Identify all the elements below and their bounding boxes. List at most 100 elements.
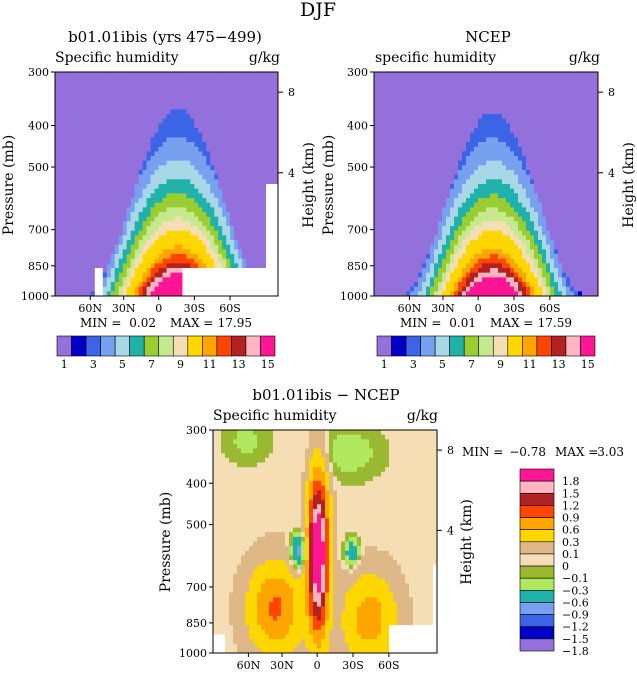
colorbar-swatch bbox=[143, 335, 160, 357]
contour-cell bbox=[426, 216, 431, 222]
contour-cell bbox=[374, 118, 379, 124]
contour-cell bbox=[550, 170, 555, 176]
colorbar-swatch bbox=[129, 335, 145, 357]
contour-cell bbox=[98, 179, 104, 185]
contour-cell bbox=[202, 123, 207, 129]
contour-cell bbox=[170, 198, 175, 204]
contour-cell bbox=[162, 104, 167, 110]
contour-cell bbox=[450, 72, 455, 78]
contour-cell bbox=[394, 72, 399, 78]
contour-cell bbox=[270, 282, 275, 288]
contour-cell bbox=[190, 179, 195, 185]
contour-cell bbox=[194, 263, 199, 269]
contour-cell bbox=[214, 268, 219, 274]
contour-cell bbox=[98, 249, 104, 255]
contour-cell bbox=[106, 212, 112, 218]
contour-cell bbox=[66, 230, 72, 236]
contour-cell bbox=[142, 165, 147, 171]
contour-cell bbox=[430, 95, 435, 101]
contour-cell bbox=[106, 165, 112, 171]
contour-cell bbox=[214, 156, 219, 162]
contour-cell bbox=[126, 291, 132, 297]
contour-cell bbox=[410, 221, 415, 227]
contour-cell bbox=[510, 249, 515, 255]
contour-cell bbox=[546, 221, 551, 227]
contour-cell bbox=[254, 286, 259, 292]
contour-cell bbox=[222, 128, 227, 134]
contour-cell bbox=[118, 244, 124, 250]
contour-cell bbox=[374, 170, 379, 176]
contour-cell bbox=[550, 123, 555, 129]
contour-cell bbox=[430, 90, 435, 96]
contour-cell bbox=[78, 207, 84, 213]
contour-cell bbox=[130, 286, 136, 292]
contour-cell bbox=[238, 277, 243, 283]
contour-cell bbox=[534, 104, 539, 110]
contour-cell bbox=[382, 76, 387, 82]
contour-cell bbox=[402, 109, 407, 115]
contour-cell bbox=[70, 174, 76, 180]
contour-cell bbox=[86, 72, 92, 78]
contour-cell bbox=[118, 160, 124, 166]
contour-cell bbox=[382, 249, 387, 255]
contour-cell bbox=[118, 188, 124, 194]
contour-cell bbox=[486, 165, 491, 171]
contour-cell bbox=[486, 240, 491, 246]
contour-cell bbox=[250, 277, 255, 283]
contour-cell bbox=[58, 216, 64, 222]
contour-cell bbox=[498, 249, 503, 255]
contour-cell bbox=[138, 221, 144, 227]
contour-cell bbox=[374, 221, 379, 227]
contour-cell bbox=[490, 202, 495, 208]
contour-cell bbox=[502, 137, 507, 143]
contour-cell bbox=[138, 76, 144, 82]
contour-cell bbox=[542, 100, 547, 106]
contour-cell bbox=[82, 128, 88, 134]
contour-cell bbox=[70, 258, 76, 264]
contour-cell bbox=[182, 263, 187, 269]
contour-cell bbox=[110, 128, 116, 134]
contour-cell bbox=[482, 114, 487, 120]
contour-cell bbox=[502, 156, 507, 162]
contour-cell bbox=[66, 249, 72, 255]
contour-cell bbox=[402, 137, 407, 143]
contour-cell bbox=[190, 258, 195, 264]
contour-cell bbox=[202, 142, 207, 148]
contour-cell bbox=[402, 95, 407, 101]
contour-cell bbox=[66, 90, 72, 96]
contour-cell bbox=[454, 90, 459, 96]
contour-cell bbox=[242, 142, 247, 148]
contour-cell bbox=[470, 86, 475, 92]
contour-cell bbox=[162, 198, 167, 204]
contour-cell bbox=[74, 235, 80, 241]
contour-cell bbox=[226, 235, 231, 241]
contour-cell bbox=[134, 146, 140, 152]
contour-cell bbox=[446, 165, 451, 171]
contour-cell bbox=[130, 160, 136, 166]
contour-cell bbox=[470, 216, 475, 222]
contour-cell bbox=[246, 142, 251, 148]
contour-cell bbox=[510, 202, 515, 208]
contour-cell bbox=[238, 282, 243, 288]
colorbar-swatch bbox=[158, 335, 174, 357]
contour-cell bbox=[454, 254, 459, 260]
contour-cell bbox=[230, 160, 235, 166]
contour-cell bbox=[550, 198, 555, 204]
contour-cell bbox=[538, 244, 543, 250]
contour-cell bbox=[78, 137, 84, 143]
contour-cell bbox=[210, 263, 215, 269]
contour-cell bbox=[398, 123, 403, 129]
contour-cell bbox=[418, 202, 423, 208]
contour-cell bbox=[378, 118, 383, 124]
contour-cell bbox=[430, 207, 435, 213]
contour-cell bbox=[542, 286, 547, 292]
contour-cell bbox=[182, 240, 187, 246]
contour-cell bbox=[194, 146, 199, 152]
contour-cell bbox=[254, 142, 259, 148]
contour-cell bbox=[186, 258, 191, 264]
contour-cell bbox=[406, 212, 411, 218]
contour-cell bbox=[386, 170, 391, 176]
contour-cell bbox=[426, 268, 431, 274]
contour-cell bbox=[154, 160, 159, 166]
contour-cell bbox=[458, 179, 463, 185]
